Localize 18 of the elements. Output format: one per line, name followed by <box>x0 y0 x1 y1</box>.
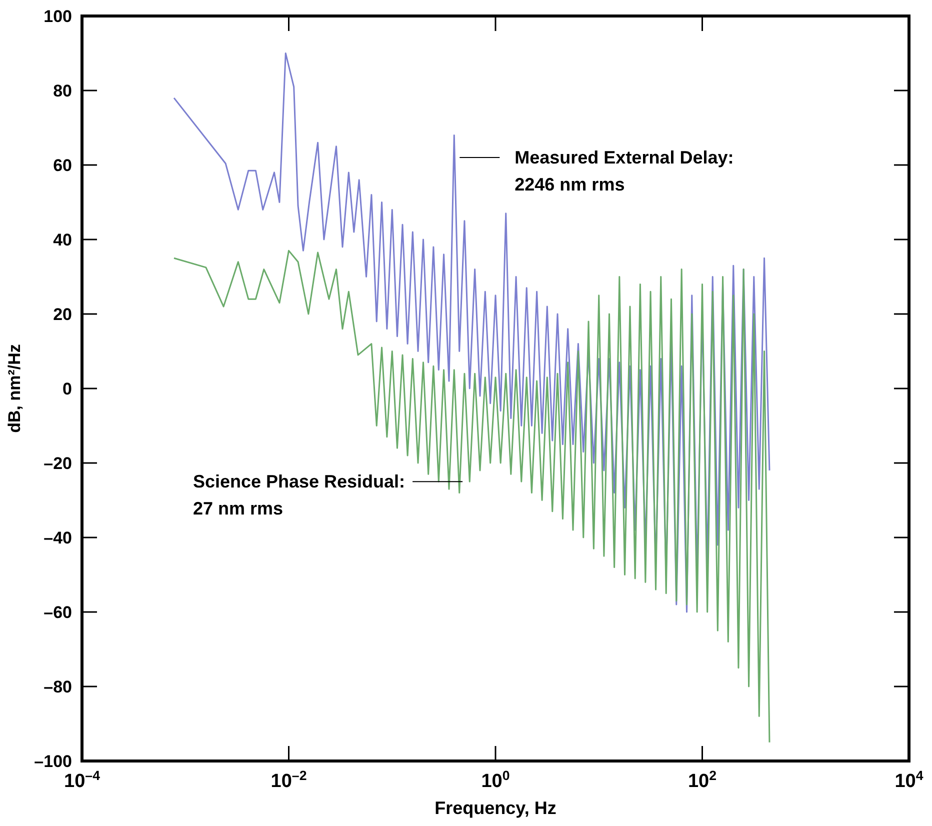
x-tick-label: 10$^{0}$ <box>481 768 510 792</box>
y-tick-label: 40 <box>53 230 72 250</box>
x-tick-label: 10$^{2}$ <box>688 768 717 792</box>
y-tick-label: –20 <box>44 454 72 473</box>
y-tick-label: 60 <box>53 156 72 175</box>
y-tick-label: –40 <box>44 528 72 548</box>
y-tick-label: –60 <box>44 603 72 622</box>
x-axis-title: Frequency, Hz <box>434 798 556 818</box>
y-tick-label: 100 <box>44 7 72 26</box>
y-tick-label: 0 <box>62 380 72 398</box>
annotation: Science Phase Residual: 27 nm rms <box>192 472 406 519</box>
y-tick-label: 80 <box>53 82 72 100</box>
x-tick-label: 10$^{4}$ <box>894 768 924 792</box>
x-tick-label: 10$^{–2}$ <box>270 768 307 792</box>
annotation: Measured External Delay: 2246 nm rms <box>514 148 734 195</box>
y-tick-label: 20 <box>53 305 72 324</box>
y-axis-title: dB, nm²/Hz <box>5 344 24 433</box>
y-tick-label: –80 <box>44 678 72 696</box>
